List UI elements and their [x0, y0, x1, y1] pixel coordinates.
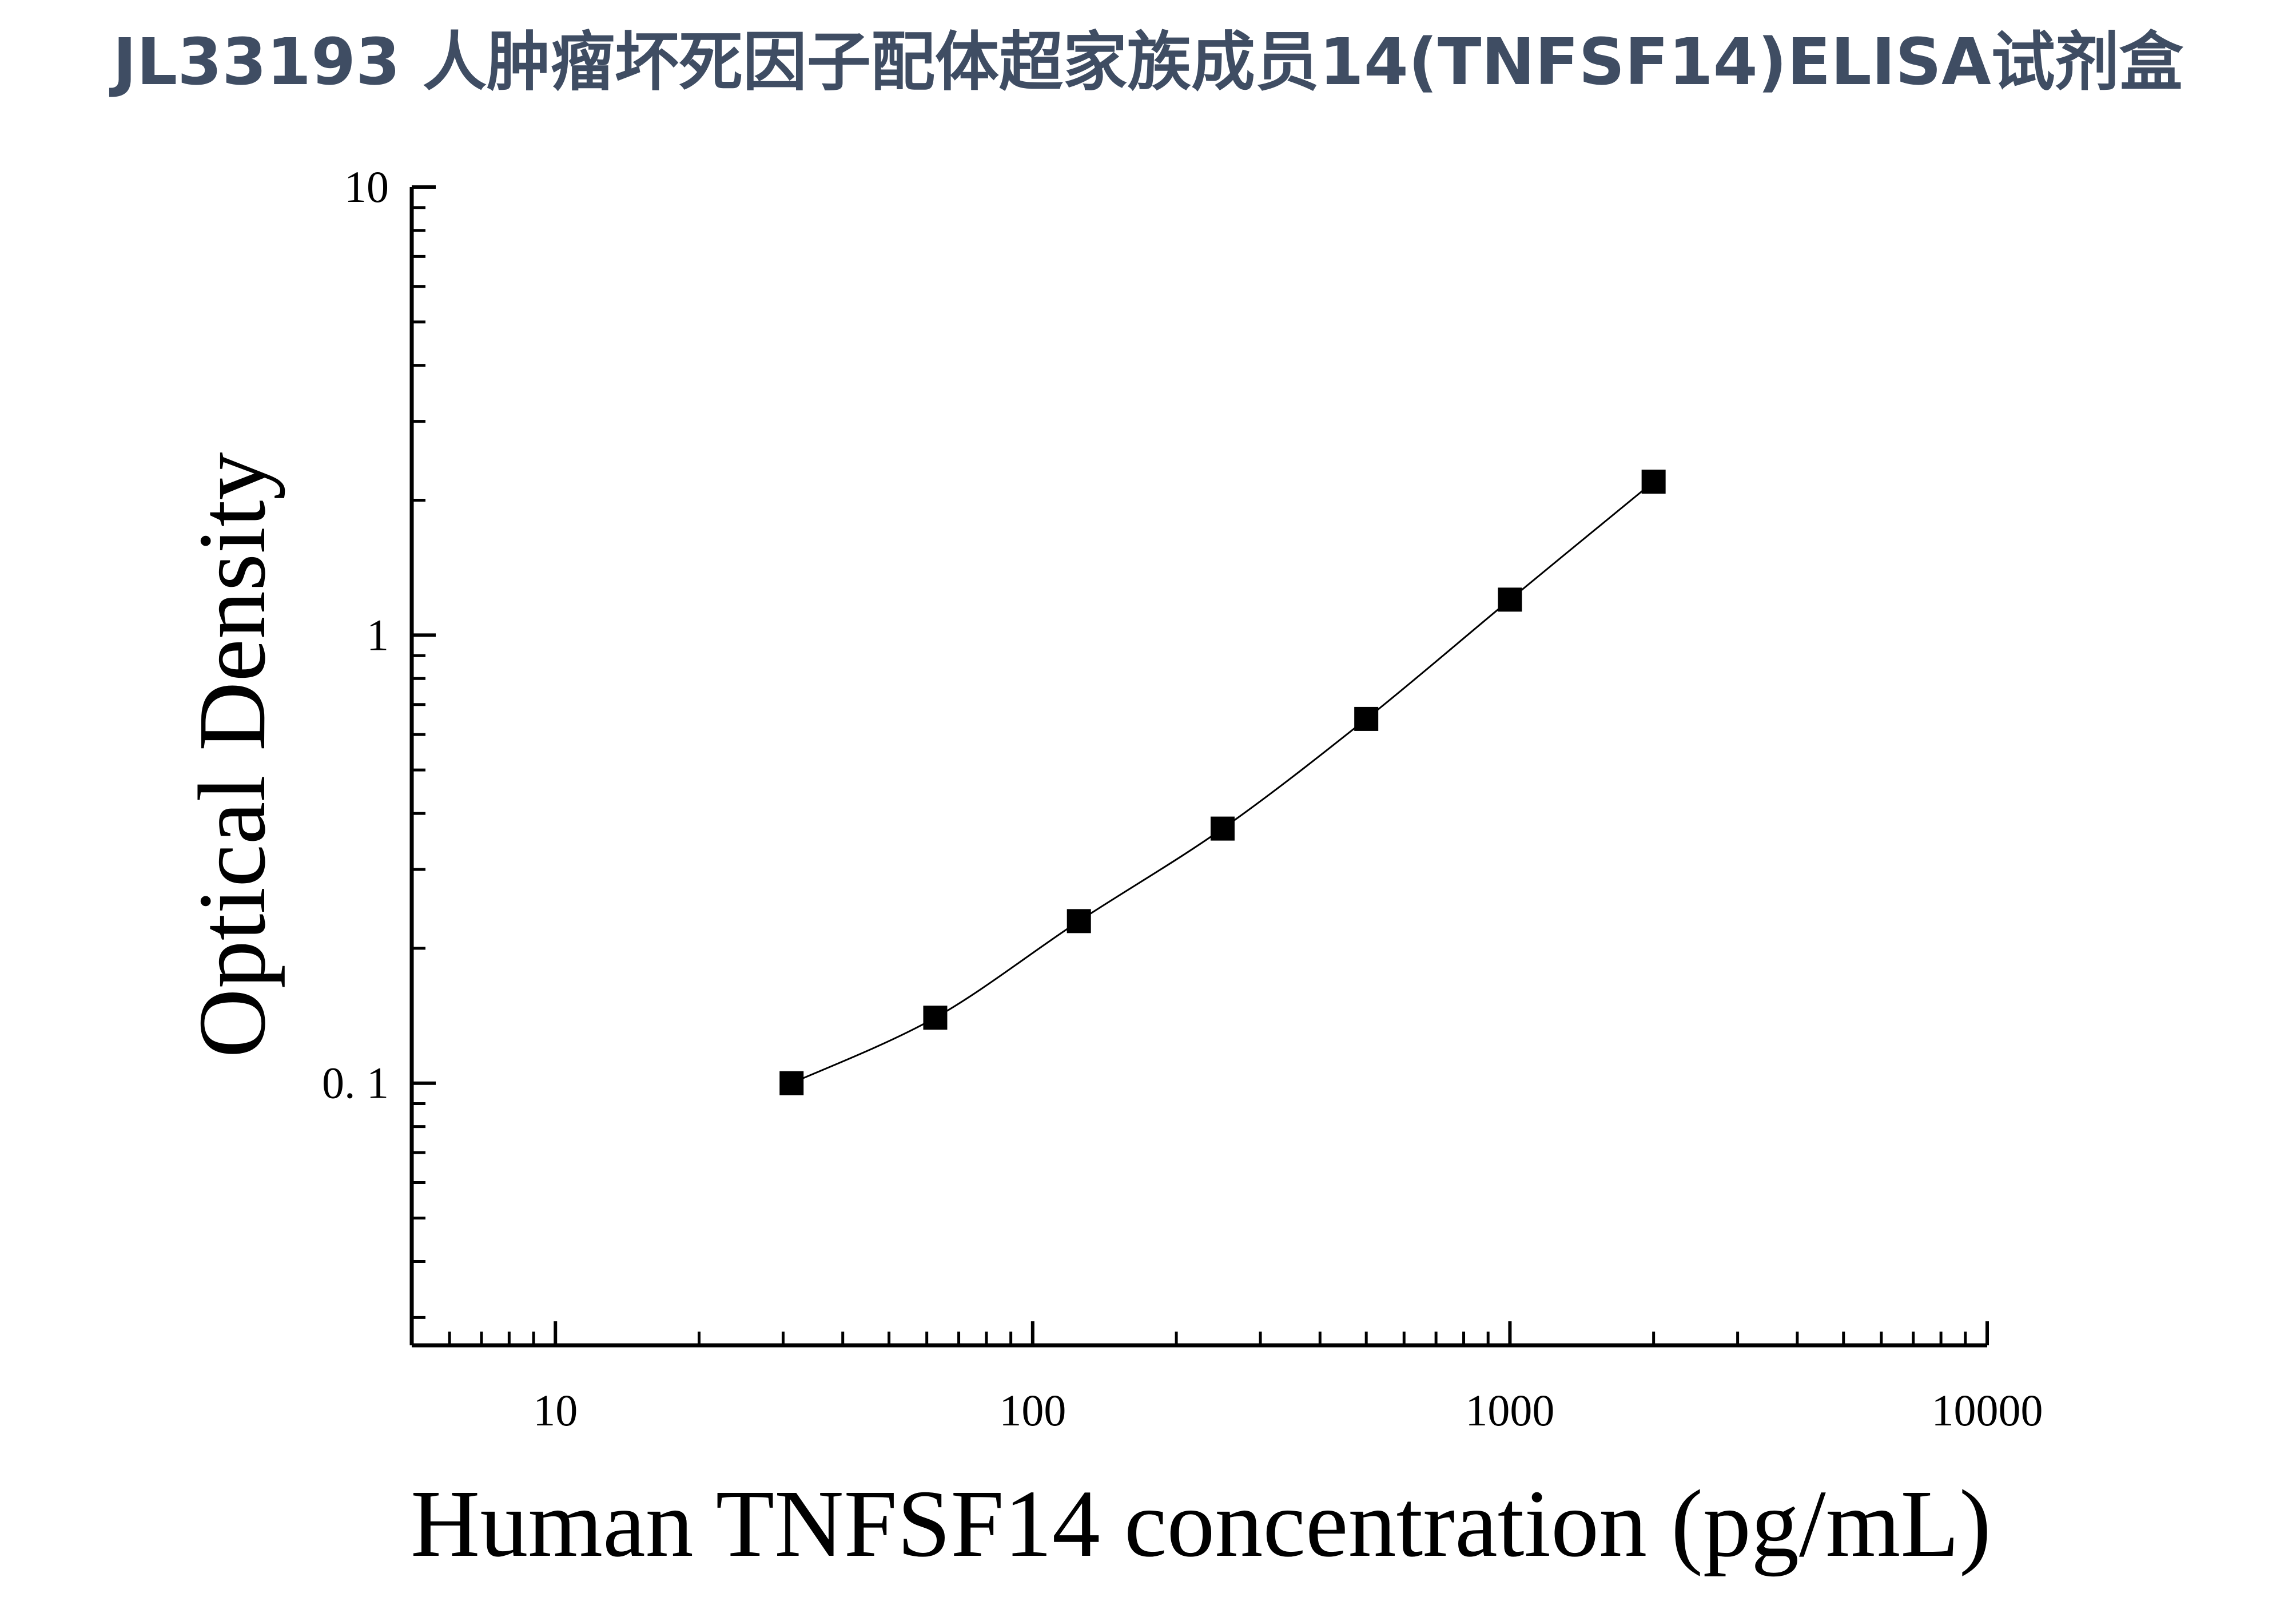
y-tick-label: 1	[367, 610, 389, 660]
x-tick-label: 10	[533, 1385, 578, 1435]
data-point	[923, 1006, 948, 1030]
page-title: JL33193 人肿瘤坏死因子配体超家族成员14(TNFSF14)ELISA试剂…	[113, 25, 2183, 100]
data-point	[779, 1071, 804, 1095]
axes	[409, 185, 1989, 1348]
y-axis-title: Optical Density	[179, 452, 285, 1058]
data-point	[1641, 470, 1666, 494]
data-points-group	[779, 470, 1666, 1095]
data-point	[1210, 816, 1235, 841]
fit-curve	[791, 480, 1654, 1084]
x-tick-label: 1000	[1465, 1385, 1554, 1435]
x-tick-label: 10000	[1932, 1385, 2043, 1435]
data-point	[1354, 706, 1379, 731]
data-point	[1498, 587, 1522, 612]
y-tick-label: 0. 1	[322, 1058, 389, 1108]
data-point	[1067, 909, 1091, 933]
x-tick-label: 100	[999, 1385, 1066, 1435]
x-axis-title: Human TNFSF14 concentration (pg/mL)	[411, 1471, 1991, 1577]
y-tick-label: 10	[344, 162, 389, 212]
tick-labels-group: 10 100 1000 10000 0. 1 1 10	[322, 162, 2043, 1435]
fit-curve-group	[791, 480, 1654, 1084]
